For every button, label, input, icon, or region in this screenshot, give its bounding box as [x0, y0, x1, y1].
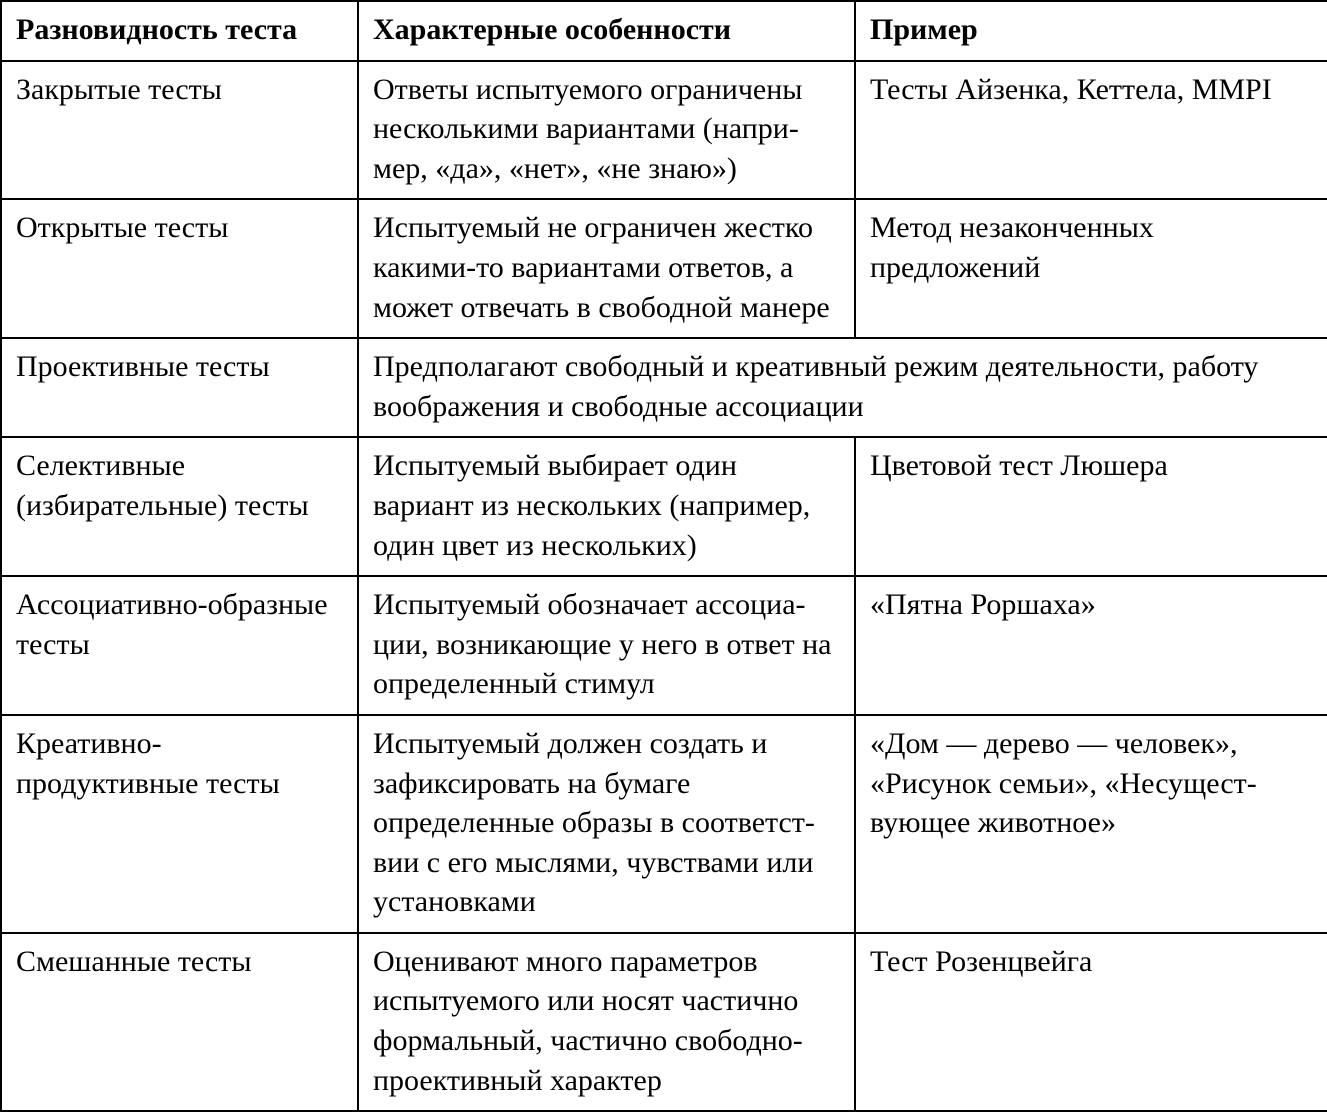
- table-row: Креативно-продуктивные тесты Испытуемый …: [1, 715, 1327, 933]
- cell-example: Метод незакончен­ных предложений: [855, 199, 1327, 338]
- cell-type: Ассоциативно-образные тесты: [1, 576, 358, 715]
- cell-example: Тест Розенцвейга: [855, 933, 1327, 1111]
- cell-example: Тесты Айзенка, Кеттела, MMPI: [855, 61, 1327, 200]
- cell-features-merged: Предполагают свободный и креативный режи…: [358, 338, 1327, 437]
- page: Разновидность теста Характерные особенно…: [0, 0, 1327, 1112]
- table-row: Селективные (избиратель­ные) тесты Испыт…: [1, 437, 1327, 576]
- table-row: Ассоциативно-образные тесты Испытуемый о…: [1, 576, 1327, 715]
- cell-features: Испытуемый выбирает один вариант из неск…: [358, 437, 855, 576]
- col-header-example: Пример: [855, 1, 1327, 61]
- cell-features: Оценивают много параметров испытуемого и…: [358, 933, 855, 1111]
- cell-features: Испытуемый обозначает ассоциа­ции, возни…: [358, 576, 855, 715]
- cell-features: Испытуемый не ограничен жестко какими-то…: [358, 199, 855, 338]
- table-row: Смешанные тесты Оценивают много параметр…: [1, 933, 1327, 1111]
- cell-type: Проективные тесты: [1, 338, 358, 437]
- col-header-type: Разновидность теста: [1, 1, 358, 61]
- cell-example: Цветовой тест Люшера: [855, 437, 1327, 576]
- cell-example: «Пятна Роршаха»: [855, 576, 1327, 715]
- cell-type: Смешанные тесты: [1, 933, 358, 1111]
- cell-example: «Дом — дерево — человек», «Рисунок семьи…: [855, 715, 1327, 933]
- col-header-features: Характерные особенности: [358, 1, 855, 61]
- cell-features: Испытуемый должен создать и зафиксироват…: [358, 715, 855, 933]
- cell-type: Закрытые тесты: [1, 61, 358, 200]
- cell-type: Селективные (избиратель­ные) тесты: [1, 437, 358, 576]
- table-row: Открытые тесты Испытуемый не ограничен ж…: [1, 199, 1327, 338]
- tests-table: Разновидность теста Характерные особенно…: [0, 0, 1327, 1112]
- cell-features: Ответы испытуемого ограничены нескольким…: [358, 61, 855, 200]
- cell-type: Креативно-продуктивные тесты: [1, 715, 358, 933]
- table-row: Закрытые тесты Ответы испытуемого ограни…: [1, 61, 1327, 200]
- cell-type: Открытые тесты: [1, 199, 358, 338]
- table-header-row: Разновидность теста Характерные особенно…: [1, 1, 1327, 61]
- table-row: Проективные тесты Предполагают свободный…: [1, 338, 1327, 437]
